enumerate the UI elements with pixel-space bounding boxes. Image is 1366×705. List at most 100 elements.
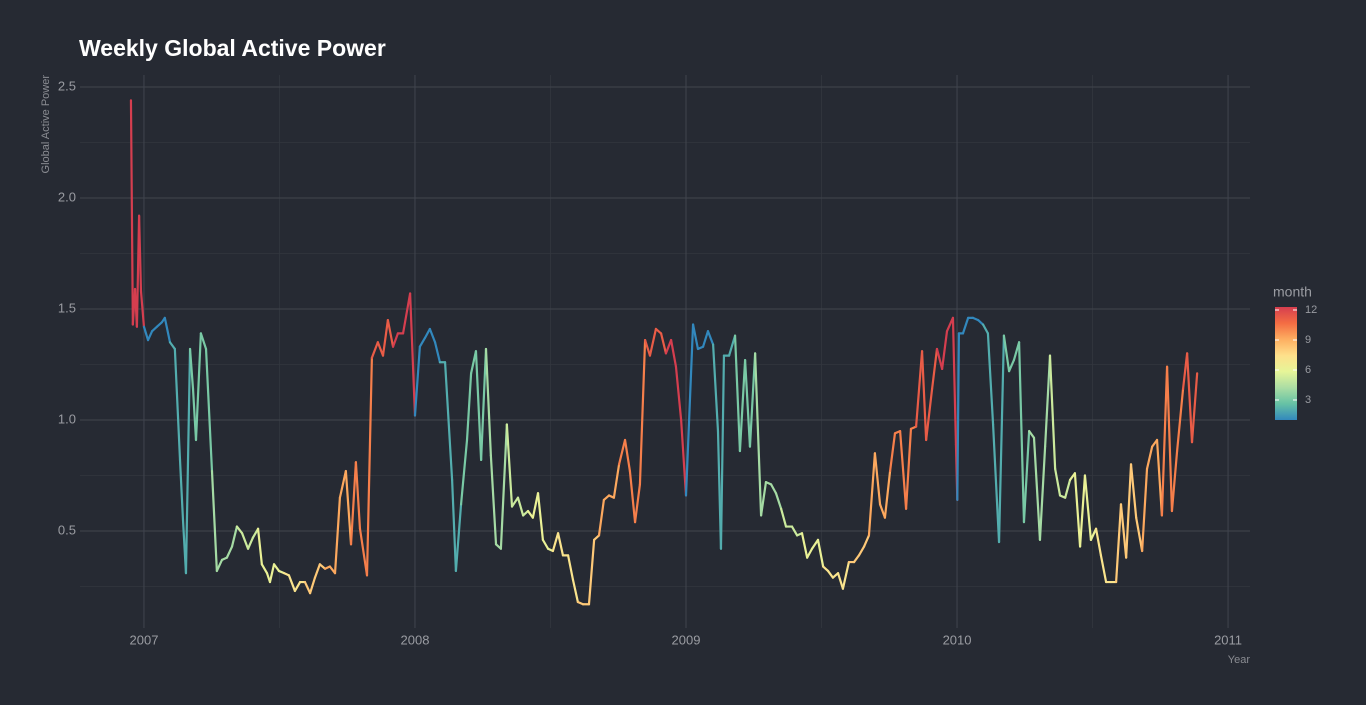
line-segment	[1190, 372, 1199, 444]
line-segment	[256, 527, 263, 566]
line-segment	[443, 361, 454, 482]
line-segment	[935, 347, 944, 371]
line-segment	[1007, 358, 1016, 373]
line-segment	[701, 330, 710, 348]
line-segment	[1089, 527, 1098, 541]
line-segment	[800, 532, 809, 559]
line-segment	[738, 358, 747, 453]
line-segment	[137, 214, 143, 293]
line-segment	[139, 290, 146, 328]
line-segment	[354, 461, 362, 530]
line-segment	[925, 387, 934, 442]
line-segment	[551, 532, 560, 553]
line-segment	[235, 525, 244, 535]
line-segment	[956, 332, 961, 502]
line-segment	[1170, 449, 1179, 513]
line-segment	[852, 554, 861, 564]
line-segment	[163, 316, 172, 344]
line-segment	[268, 563, 276, 584]
line-segment	[428, 327, 437, 344]
line-segment	[1017, 341, 1026, 524]
line-segment	[344, 469, 353, 546]
line-segment	[674, 365, 683, 422]
line-segment	[941, 330, 949, 371]
legend-tick-label: 9	[1305, 334, 1311, 346]
line-segment	[376, 341, 385, 357]
line-segment	[748, 352, 757, 448]
line-segment	[1175, 387, 1185, 453]
line-segment	[225, 545, 234, 559]
line-segment	[349, 461, 357, 546]
line-segment	[272, 563, 281, 573]
line-segment	[1115, 503, 1123, 584]
line-segment	[759, 481, 768, 517]
line-segment	[816, 538, 825, 568]
line-segment	[664, 338, 673, 355]
legend-tick-label: 3	[1305, 394, 1311, 406]
line-segment	[961, 316, 970, 335]
line-segment	[628, 469, 637, 524]
line-segment	[841, 560, 850, 590]
line-segment	[638, 338, 647, 486]
line-segment	[215, 558, 224, 573]
line-segment	[1125, 463, 1133, 559]
line-segment	[451, 478, 458, 573]
line-segment	[381, 318, 389, 357]
line-segment	[474, 350, 483, 462]
line-segment	[516, 496, 525, 517]
line-segment	[510, 496, 520, 508]
x-tick-label: 2009	[672, 632, 701, 647]
line-segment	[168, 341, 176, 351]
line-segment	[915, 350, 924, 428]
line-segment	[1186, 352, 1194, 444]
line-segment	[423, 327, 431, 339]
line-segment	[401, 292, 412, 335]
line-segment	[541, 538, 550, 550]
line-segment	[981, 323, 990, 335]
line-segment	[899, 429, 908, 510]
line-segment	[338, 469, 347, 499]
line-segment	[991, 423, 1001, 544]
line-segment	[433, 341, 442, 364]
line-segment	[857, 545, 866, 557]
line-segment	[1165, 365, 1174, 513]
line-segment	[873, 452, 882, 506]
line-segment	[602, 494, 611, 502]
y-tick-label: 2.0	[58, 189, 76, 204]
line-segment	[691, 323, 700, 351]
line-segment	[1145, 445, 1154, 470]
line-segment	[1048, 354, 1057, 470]
line-segment	[1073, 472, 1082, 548]
line-segment	[386, 318, 395, 348]
line-segment	[303, 580, 312, 595]
line-segment	[556, 532, 565, 557]
line-segment	[287, 574, 297, 593]
line-segment	[418, 336, 427, 348]
line-segment	[505, 423, 514, 508]
x-tick-label: 2007	[130, 632, 159, 647]
line-segment	[920, 350, 928, 442]
x-tick-label: 2011	[1214, 632, 1242, 647]
x-axis-title: Year	[1228, 654, 1251, 666]
line-segment	[806, 547, 814, 559]
line-segment	[1160, 365, 1169, 517]
line-segment	[210, 469, 218, 573]
line-segment	[246, 536, 255, 550]
chart-title: Weekly Global Active Power	[79, 35, 386, 61]
line-segment	[836, 572, 845, 590]
line-segment	[654, 327, 663, 335]
line-segment	[727, 334, 737, 357]
line-segment	[633, 483, 642, 524]
line-segment	[129, 99, 134, 326]
y-tick-label: 0.5	[58, 522, 76, 537]
line-segment	[1094, 527, 1103, 557]
line-segment	[531, 492, 540, 519]
line-segment	[413, 345, 421, 417]
line-segment	[194, 332, 202, 442]
line-segment	[465, 372, 473, 442]
line-segment	[719, 354, 726, 550]
line-segment	[454, 503, 463, 573]
line-segment	[484, 347, 492, 457]
